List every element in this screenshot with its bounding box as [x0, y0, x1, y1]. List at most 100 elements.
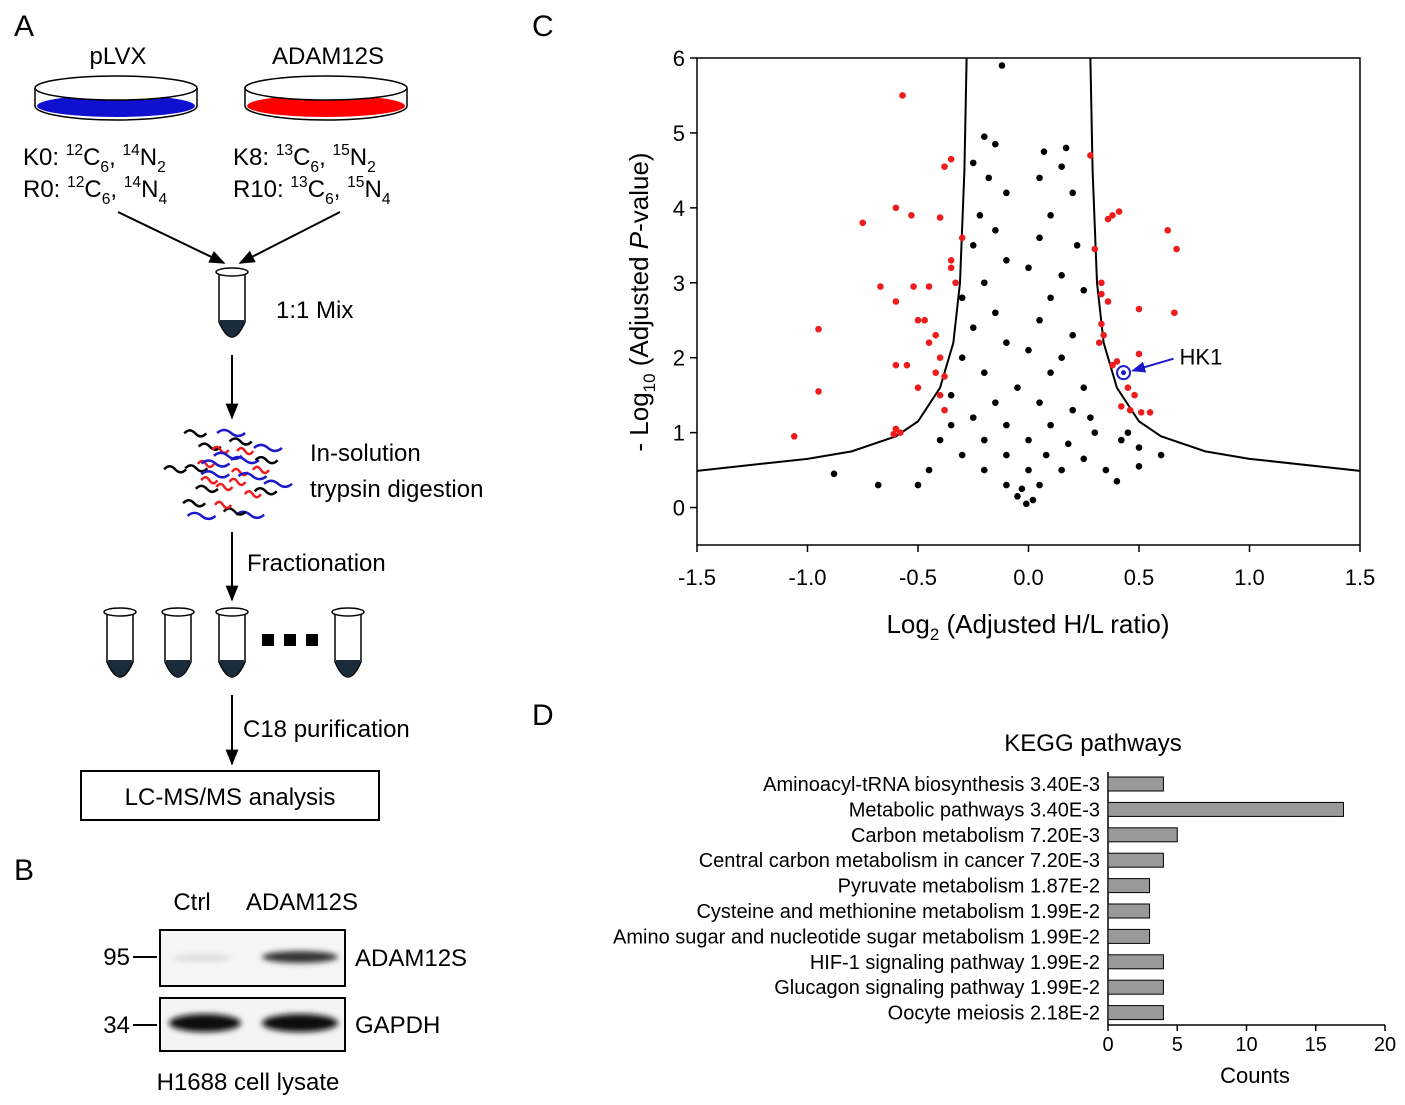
- point: [941, 373, 948, 380]
- protein-label: ADAM12S: [355, 945, 467, 972]
- point: [1113, 358, 1121, 365]
- point: [958, 294, 966, 302]
- point: [981, 369, 988, 376]
- point: [1036, 316, 1043, 324]
- fragment: [194, 484, 219, 494]
- fragment: [263, 479, 293, 489]
- point: [925, 466, 933, 474]
- text-part: 6: [325, 191, 334, 208]
- highlight-dot: [1121, 370, 1127, 376]
- point: [992, 309, 999, 317]
- step-label: C18 purification: [243, 716, 410, 743]
- tube-content: [220, 320, 244, 337]
- point: [932, 369, 939, 376]
- point: [1025, 436, 1032, 444]
- point: [1135, 444, 1143, 451]
- point: [981, 436, 988, 444]
- point: [1124, 429, 1132, 436]
- point: [936, 354, 944, 361]
- x-tick-label: 20: [1374, 1034, 1396, 1056]
- dots: [262, 634, 318, 646]
- text-part: 6: [310, 159, 319, 176]
- panel-label: D: [532, 699, 554, 732]
- y-tick-label: 1: [673, 421, 685, 446]
- text-part: -value): [624, 152, 654, 231]
- point: [1109, 361, 1116, 369]
- point: [914, 384, 922, 391]
- point: [925, 339, 933, 347]
- bar: [1107, 776, 1164, 792]
- y-tick-label: 0: [673, 496, 685, 521]
- category-label: Aminoacyl-tRNA biosynthesis 3.40E-3: [763, 774, 1100, 796]
- y-axis-label: - Log10 (Adjusted P-value): [624, 152, 659, 451]
- text-part: 10: [640, 374, 659, 393]
- fragment: [243, 489, 262, 499]
- point: [936, 214, 944, 221]
- point: [981, 133, 988, 140]
- point: [958, 354, 966, 361]
- point: [981, 279, 988, 287]
- text-part: P: [624, 231, 654, 249]
- point: [1173, 245, 1180, 253]
- point: [936, 391, 944, 399]
- point: [1164, 227, 1172, 234]
- lane-label: Ctrl: [173, 889, 210, 916]
- category-label: Central carbon metabolism in cancer 7.20…: [699, 850, 1100, 872]
- point: [1003, 421, 1010, 429]
- point: [1047, 212, 1054, 219]
- fragment: [200, 476, 219, 485]
- category-label: Carbon metabolism 7.20E-3: [851, 825, 1100, 847]
- y-tick-label: 4: [673, 196, 685, 221]
- text-part: 15: [347, 174, 365, 191]
- point: [1091, 429, 1099, 436]
- point: [1036, 174, 1043, 182]
- text-part: 4: [158, 191, 167, 208]
- text-part: ,: [319, 144, 332, 171]
- point: [921, 316, 928, 324]
- bar: [1107, 903, 1151, 919]
- point: [952, 279, 959, 287]
- text-part: - Log: [624, 392, 654, 451]
- tube-content: [220, 660, 244, 677]
- tube-rim: [215, 607, 249, 617]
- text-part: N: [364, 176, 381, 203]
- point: [1080, 286, 1088, 294]
- point: [1104, 298, 1112, 305]
- point: [1109, 212, 1116, 219]
- text-part: C: [83, 144, 100, 171]
- point: [892, 361, 900, 369]
- arrows: [117, 211, 341, 766]
- text-part: 2: [367, 159, 376, 176]
- point: [1146, 409, 1154, 416]
- point: [1087, 152, 1094, 159]
- fragment: [254, 455, 279, 465]
- point: [1104, 215, 1112, 223]
- point: [947, 155, 955, 163]
- point: [925, 283, 933, 290]
- point: [1058, 466, 1065, 474]
- x-tick-label: -1.0: [789, 565, 827, 590]
- point: [1124, 384, 1132, 391]
- point: [947, 264, 955, 272]
- point: [1003, 481, 1010, 489]
- point: [1087, 414, 1094, 421]
- point: [1098, 320, 1105, 328]
- fragment: [200, 470, 231, 479]
- point: [1025, 466, 1032, 474]
- threshold-curve: [696, 57, 1361, 472]
- bar: [1107, 928, 1151, 944]
- y-tick-label: 2: [673, 346, 685, 371]
- tube-rim: [103, 607, 137, 617]
- point: [892, 298, 900, 305]
- result-box: [80, 770, 380, 821]
- point: [992, 140, 999, 148]
- text-part: 6: [100, 159, 109, 176]
- fragment: [200, 459, 231, 468]
- point: [1014, 493, 1021, 500]
- marker-label: 95: [103, 944, 130, 971]
- x-tick-label: 1.5: [1345, 565, 1376, 590]
- point: [877, 283, 884, 290]
- fragment: [253, 487, 278, 496]
- fragment: [182, 499, 207, 508]
- text-part: 14: [122, 142, 140, 159]
